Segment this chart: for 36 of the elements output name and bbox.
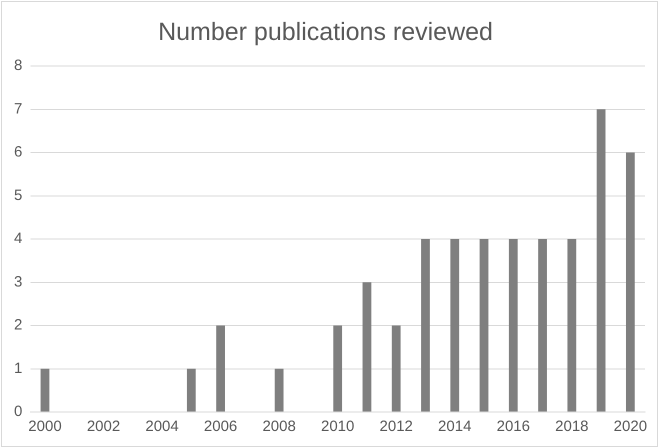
bar [392,326,401,412]
bar [538,239,547,412]
bar [450,239,460,412]
chart-title: Number publications reviewed [158,18,493,46]
y-tick-label: 1 [14,360,22,377]
bar [216,326,225,412]
x-tick-label: 2004 [145,418,179,436]
x-tick-label: 2006 [204,418,238,436]
x-tick-label: 2000 [28,418,62,436]
bar [421,239,430,412]
bar [333,326,342,412]
x-tick-label: 2018 [555,418,589,436]
bar [508,239,518,412]
y-tick-label: 8 [14,57,22,74]
x-tick-label: 2002 [86,418,120,436]
bar [567,239,576,412]
bar [274,368,284,412]
y-tick-label: 0 [14,403,22,420]
y-tick-label: 4 [14,230,22,248]
bar [596,109,606,412]
x-tick-label: 2008 [262,418,296,436]
y-tick-label: 5 [14,186,22,204]
y-tick-label: 6 [14,144,22,161]
bar [362,282,372,412]
x-tick-label: 2014 [438,418,472,436]
bar [480,239,488,412]
y-tick-label: 7 [14,100,22,118]
y-tick-label: 3 [14,273,22,290]
x-tick-label: 2016 [496,418,530,436]
bar [40,368,50,412]
x-tick-label: 2010 [320,418,354,436]
x-tick-label: 2012 [380,418,413,436]
bar [186,368,196,412]
y-tick-label: 2 [14,316,22,334]
x-tick-label: 2020 [614,418,648,436]
bar [626,152,635,412]
